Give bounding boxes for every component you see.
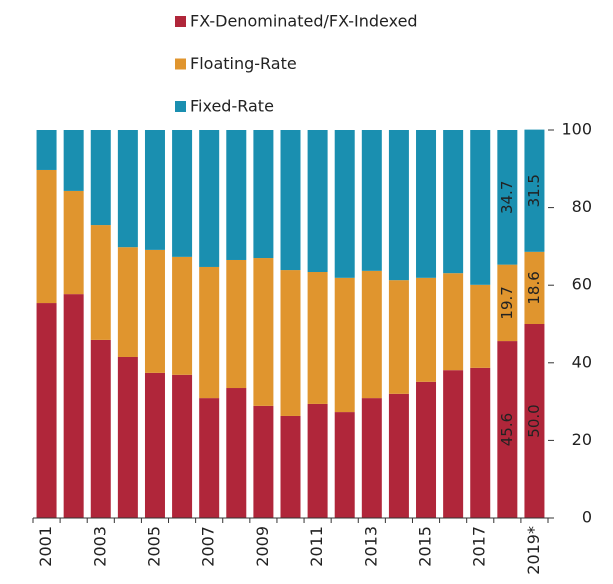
bar-segment (416, 277, 437, 382)
x-tick-label: 2015 (416, 526, 435, 567)
y-tick-label: 60 (572, 275, 592, 294)
bar-segment (144, 130, 165, 250)
bar-segment (36, 303, 57, 518)
bar-segment (388, 130, 409, 281)
bar-segment (90, 339, 111, 518)
bar-segment (199, 130, 220, 267)
value-label: 34.7 (498, 181, 516, 214)
legend-swatch (175, 58, 186, 70)
bar-segment (117, 356, 138, 518)
legend-label: FX-Denominated/FX-Indexed (190, 12, 418, 31)
x-tick-label: 2011 (307, 526, 326, 567)
bar-segment (226, 259, 247, 389)
y-tick-label: 80 (572, 197, 592, 216)
x-tick-label: 2001 (36, 526, 55, 567)
bar-segment (253, 405, 274, 518)
bar-segment (334, 277, 355, 413)
bar-segment (90, 225, 111, 340)
x-tick-label: 2017 (470, 526, 489, 567)
bar-segment (199, 266, 220, 399)
y-tick-label: 100 (561, 120, 592, 139)
x-tick-label: 2019* (524, 526, 543, 575)
bar-segment (307, 403, 328, 518)
bar-segment (416, 130, 437, 278)
value-label: 31.5 (525, 174, 543, 207)
value-label: 19.7 (498, 286, 516, 319)
bar-segment (199, 398, 220, 518)
bar-segment (497, 341, 518, 518)
bar-segment (63, 190, 84, 295)
bar-segment (280, 270, 301, 416)
bar-segment (280, 130, 301, 271)
bar-segment (470, 130, 491, 285)
bar-segment (36, 169, 57, 304)
y-tick-label: 20 (572, 430, 592, 449)
bar-segment (144, 249, 165, 373)
x-tick-label: 2013 (361, 526, 380, 567)
bar-segment (307, 130, 328, 273)
bar-segment (36, 130, 57, 170)
bar-segment (90, 130, 111, 226)
value-label: 50.0 (525, 404, 543, 437)
x-tick-label: 2003 (90, 526, 109, 567)
bar-segment (361, 270, 382, 399)
bar-segment (63, 130, 84, 191)
bar-segment (470, 367, 491, 518)
bar-segment (443, 370, 464, 518)
bar-segment (416, 381, 437, 518)
bar-segment (144, 372, 165, 518)
legend-swatch (175, 101, 186, 112)
legend-label: Fixed-Rate (190, 97, 274, 116)
bar-segment (388, 280, 409, 394)
value-label: 18.6 (525, 271, 543, 304)
bar-segment (361, 130, 382, 271)
legend-label: Floating-Rate (190, 54, 297, 73)
bar-segment (253, 258, 274, 406)
legend-swatch (175, 16, 186, 27)
bar-segment (172, 256, 193, 375)
bar-segment (63, 294, 84, 518)
bar-segment (334, 412, 355, 518)
bar-segment (524, 251, 545, 324)
bar-segment (280, 415, 301, 518)
y-tick-label: 0 (582, 508, 592, 527)
bar-segment (524, 324, 545, 518)
bar-segment (226, 388, 247, 518)
bar-segment (226, 130, 247, 260)
bar-segment (388, 393, 409, 518)
bar-segment (307, 272, 328, 404)
x-tick-label: 2005 (144, 526, 163, 567)
bar-segment (524, 129, 545, 252)
bar-segment (443, 273, 464, 371)
bar-segment (497, 264, 518, 342)
bar-segment (172, 130, 193, 257)
bar-segment (253, 130, 274, 259)
bar-segment (334, 130, 355, 278)
bar-segment (361, 398, 382, 518)
bar-segment (497, 130, 518, 265)
bar-segment (172, 374, 193, 518)
bar-segment (443, 130, 464, 274)
x-tick-label: 2009 (253, 526, 272, 567)
y-tick-label: 40 (572, 352, 592, 371)
x-tick-label: 2007 (199, 526, 218, 567)
value-label: 45.6 (498, 413, 516, 446)
bar-segment (117, 130, 138, 248)
bar-segment (117, 247, 138, 357)
bar-segment (470, 284, 491, 368)
